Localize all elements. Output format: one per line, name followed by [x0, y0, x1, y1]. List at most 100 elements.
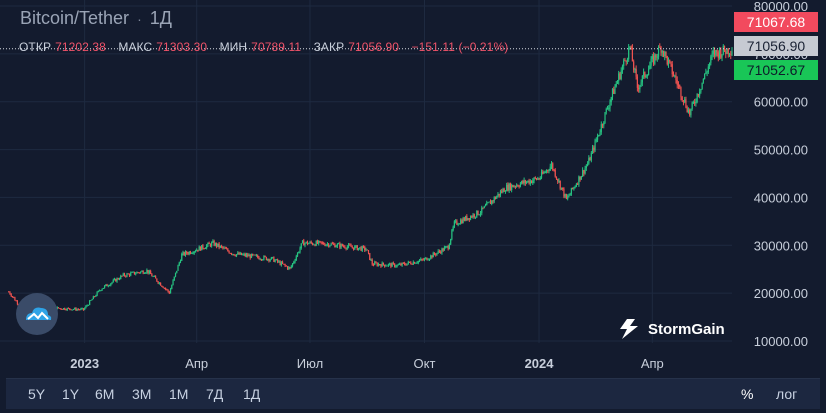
candle-body [178, 262, 180, 266]
candle-body [219, 245, 221, 248]
candle-body [675, 75, 677, 81]
y-tick-label: 50000.00 [754, 143, 808, 158]
low-price-tag: 71052.67 [734, 60, 818, 80]
y-tick-label: 20000.00 [754, 286, 808, 301]
percent-scale-button[interactable]: % [741, 386, 754, 402]
candle-body [669, 60, 671, 62]
candle-body [193, 251, 195, 254]
candle-body [585, 165, 587, 169]
range-7d-button[interactable]: 7Д [206, 386, 224, 402]
candle-body [722, 45, 724, 55]
candle-body [57, 307, 60, 309]
candle-body [537, 178, 539, 180]
candle-body [253, 254, 255, 256]
candle-body [239, 252, 241, 255]
candle-body [428, 258, 431, 260]
candle-body [532, 180, 534, 184]
candle-body [112, 279, 114, 283]
candle-body [86, 305, 88, 307]
x-tick-label: Июл [297, 356, 323, 371]
candle-body [552, 163, 554, 170]
candle-body [264, 256, 266, 257]
candle-body [333, 243, 335, 245]
candle-body [158, 282, 160, 284]
candle-body [326, 243, 329, 245]
candle-body [598, 134, 600, 137]
candle-body [423, 258, 426, 261]
candle-body [230, 253, 233, 255]
candle-body [260, 259, 263, 260]
candle-body [67, 308, 70, 309]
candle-body [247, 254, 249, 257]
candle-body [471, 216, 473, 218]
candle-body [656, 56, 658, 58]
candle-body [65, 309, 67, 311]
candle-body [730, 53, 732, 55]
candle-body [620, 70, 622, 79]
candle-body [517, 185, 519, 187]
candle-body [250, 254, 253, 258]
candle-body [385, 265, 387, 267]
candle-body [258, 257, 260, 260]
candle-body [187, 253, 189, 255]
candle-body [362, 246, 365, 248]
candle-body [513, 186, 515, 188]
candle-body [494, 197, 497, 199]
candle-body [320, 241, 322, 243]
candle-body [270, 257, 272, 260]
y-tick-label: 80000.00 [754, 0, 808, 14]
range-1d-button[interactable]: 1Д [243, 386, 261, 402]
range-1m-button[interactable]: 1M [169, 386, 189, 402]
candle-body [697, 94, 699, 96]
candle-body [412, 262, 414, 265]
candle-body [150, 271, 152, 275]
range-5y-button[interactable]: 5Y [28, 386, 46, 402]
candle-body [534, 177, 536, 179]
candle-body [496, 196, 498, 199]
candle-body [122, 273, 124, 276]
range-6m-button[interactable]: 6M [95, 386, 115, 402]
cloud-logo-button[interactable] [16, 293, 58, 335]
candle-body [406, 263, 408, 266]
candle-body [101, 288, 103, 291]
candle-body [402, 262, 404, 264]
candle-body [396, 264, 398, 267]
candle-body [560, 187, 563, 189]
price-chart[interactable]: 80000.0070000.0060000.0050000.0040000.00… [0, 0, 826, 378]
candle-body [407, 261, 409, 264]
candle-body [600, 124, 602, 133]
candle-body [667, 60, 670, 65]
candle-body [487, 202, 489, 204]
candle-body [300, 243, 302, 249]
candle-body [516, 185, 518, 187]
log-scale-button[interactable]: лог [776, 386, 798, 402]
candle-body [156, 278, 158, 282]
x-tick-label: Апр [641, 356, 664, 371]
range-1y-button[interactable]: 1Y [62, 386, 80, 402]
candle-body [203, 248, 205, 250]
candle-body [80, 308, 82, 310]
candle-body [408, 261, 411, 263]
candle-body [296, 252, 299, 257]
candle-body [133, 271, 136, 275]
candle-body [514, 186, 516, 188]
close-label: ЗАКР [313, 40, 345, 54]
candle-body [166, 289, 168, 290]
candle-body [95, 295, 97, 297]
candle-body [400, 263, 402, 266]
candle-body [466, 216, 468, 221]
candle-body [666, 56, 668, 65]
candle-body [430, 255, 432, 259]
range-3m-button[interactable]: 3M [132, 386, 152, 402]
candle-body [440, 251, 442, 254]
candle-body [544, 172, 546, 173]
candle-body [553, 169, 555, 171]
candle-body [364, 246, 366, 251]
candle-body [207, 242, 209, 246]
candle-body [304, 243, 306, 246]
candle-body [11, 296, 14, 298]
candle-body [354, 246, 356, 250]
candle-body [497, 193, 499, 197]
candle-body [143, 273, 146, 275]
candle-body [62, 308, 65, 310]
